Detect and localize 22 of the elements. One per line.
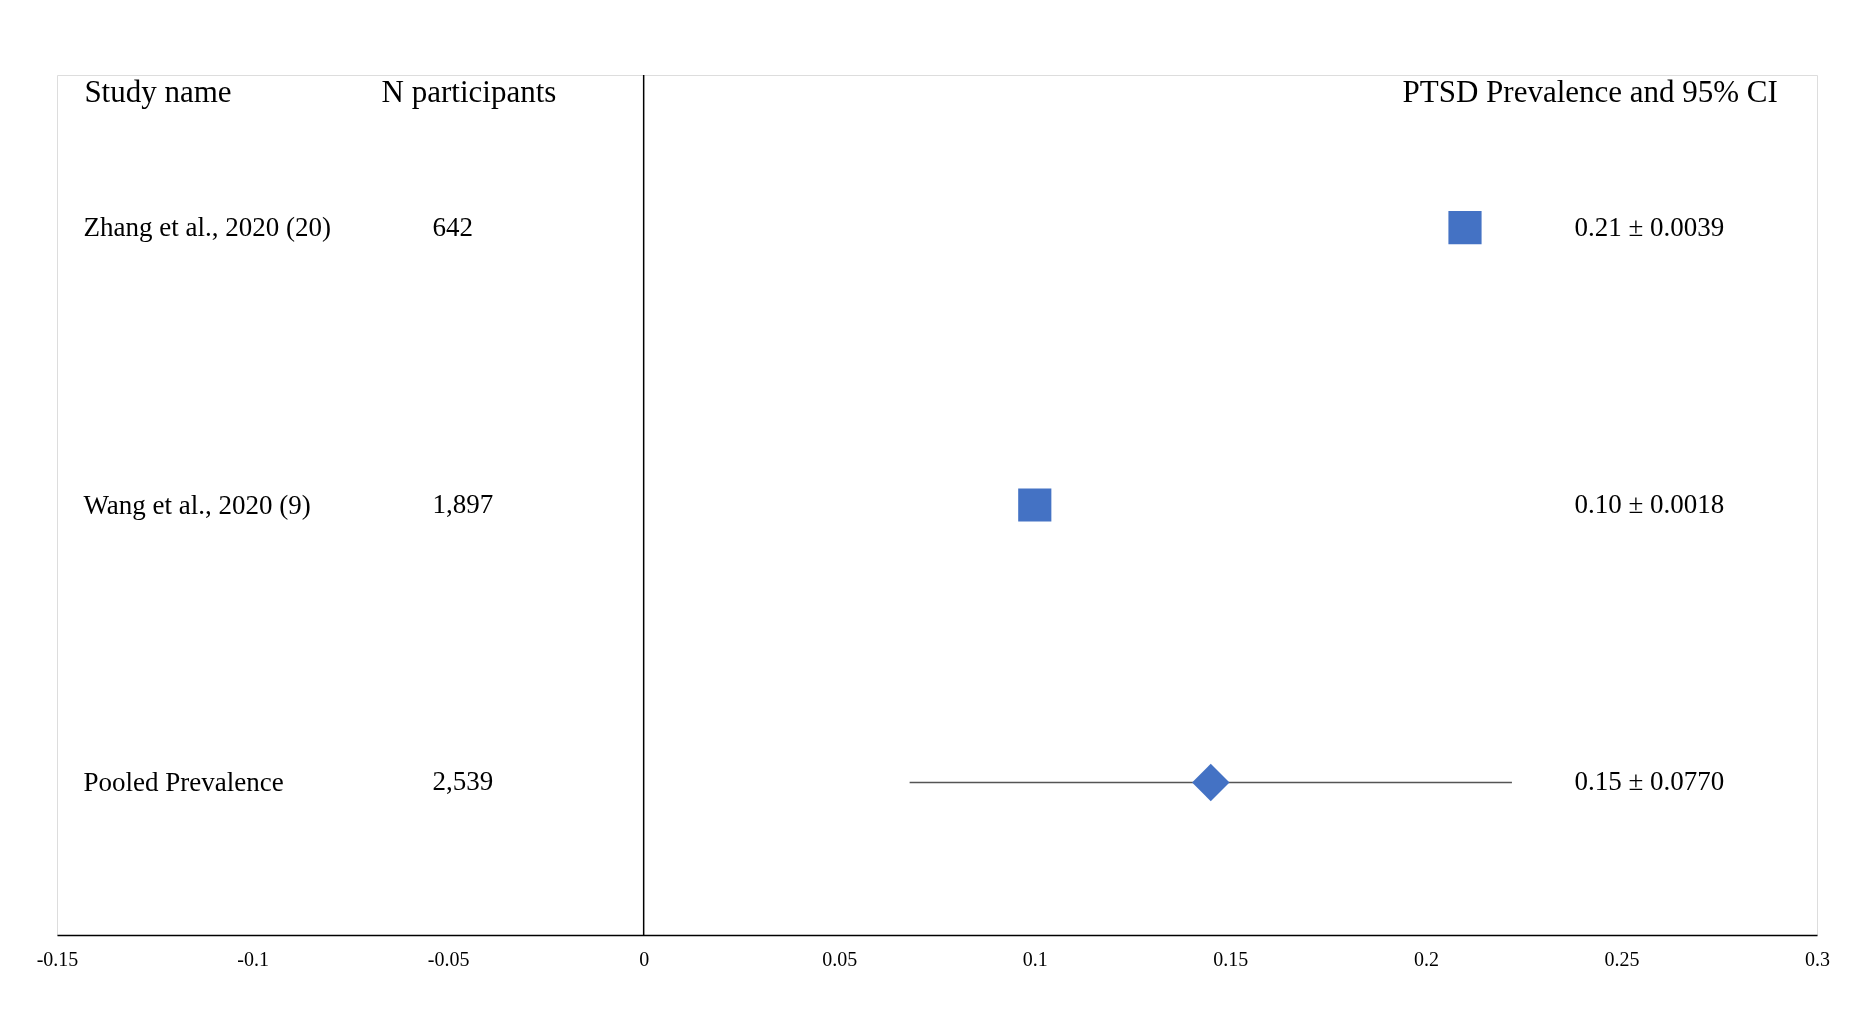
x-tick-label: 0 <box>639 947 650 970</box>
text: 0.10 ± 0.0018 <box>1574 489 1725 519</box>
x-tick-label: 0.2 <box>1413 947 1439 970</box>
y-tick-label: Pooled Prevalence <box>83 766 284 797</box>
annotation: PTSD Prevalence and 95% CI <box>1402 74 1778 109</box>
x-tick-label: -0.1 <box>237 947 269 970</box>
annotation: Study name <box>84 74 232 109</box>
x-tick-label: 0.25 <box>1604 947 1640 970</box>
y-tick-label: Wang et al., 2020 (9) <box>83 489 311 520</box>
annotation: 642 <box>432 211 473 242</box>
x-tick-label: 0.3 <box>1805 947 1830 970</box>
x-tick-label: -0.05 <box>427 947 470 970</box>
y-tick-label: Zhang et al., 2020 (20) <box>83 212 331 243</box>
x-tick-label: -0.15 <box>36 947 79 970</box>
annotation: 1,897 <box>432 489 494 519</box>
x-tick-label: 0.15 <box>1213 947 1249 970</box>
x-tick-label: 0.1 <box>1022 947 1048 970</box>
annotation: 2,539 <box>432 766 494 797</box>
text: 0.21 ± 0.0039 <box>1574 211 1725 242</box>
x-tick-label: 0.05 <box>822 947 858 970</box>
annotation: N participants <box>381 74 557 109</box>
text: 0.15 ± 0.0770 <box>1574 766 1725 797</box>
